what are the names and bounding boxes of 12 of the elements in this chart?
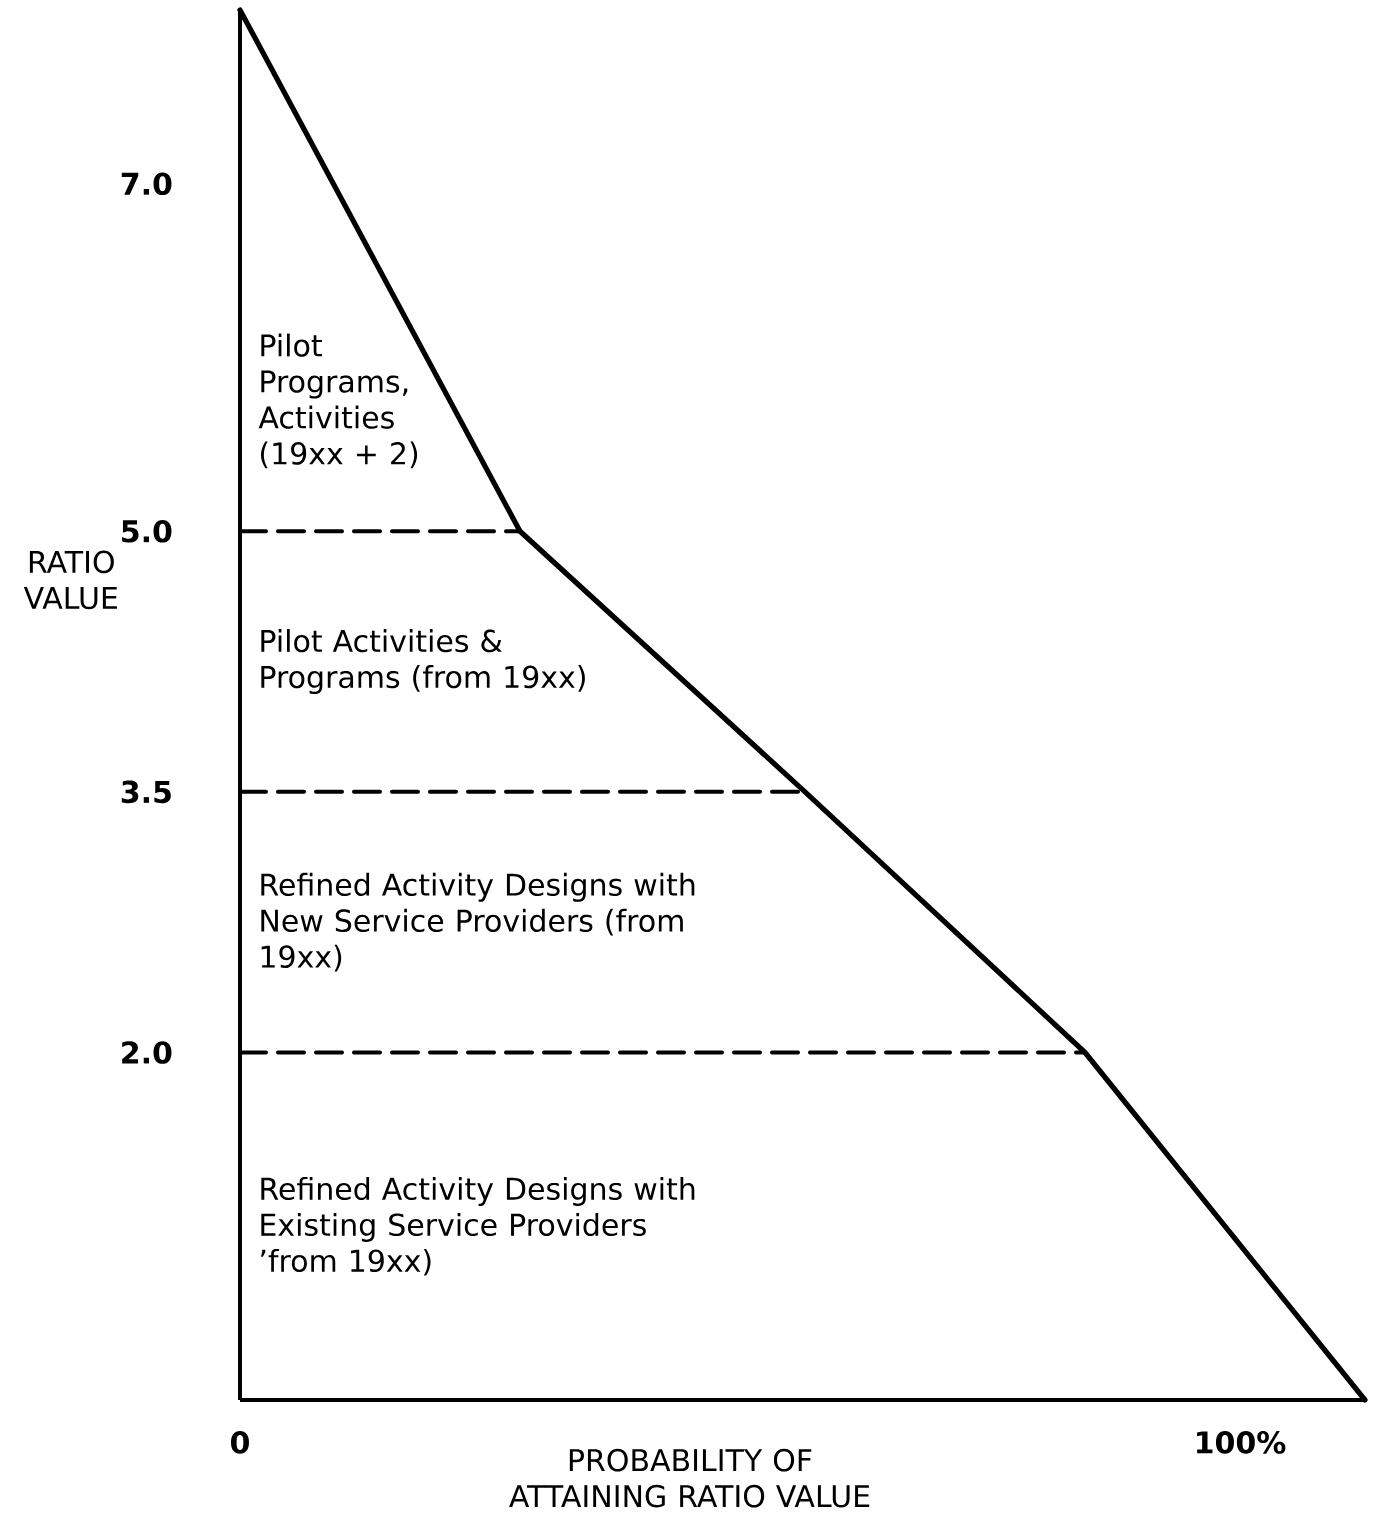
y-axis-title: RATIO VALUE: [23, 550, 117, 610]
annotation: Pilot Activities & Programs (from 19xx): [261, 629, 585, 695]
x-tick-label: 100%: [1197, 1431, 1286, 1454]
annotation: Refined Activity Designs with Existing Service Providers ’from 19xx): [261, 1176, 695, 1276]
y-tick-label: 2.0: [122, 1041, 172, 1064]
x-axis-title: PROBABILITY OF ATTAINING RATIO VALUE: [509, 1448, 870, 1508]
y-tick-label: 3.5: [121, 780, 171, 804]
y-tick-label: 7.0: [121, 172, 172, 196]
annotation: Refined Activity Designs with New Service Providers (from 19xx): [261, 872, 695, 972]
y-tick-label: 5.0: [122, 519, 172, 543]
x-tick-label: 0: [231, 1431, 249, 1454]
annotation: Pilot Programs, Activities (19xx + 2): [258, 333, 418, 469]
